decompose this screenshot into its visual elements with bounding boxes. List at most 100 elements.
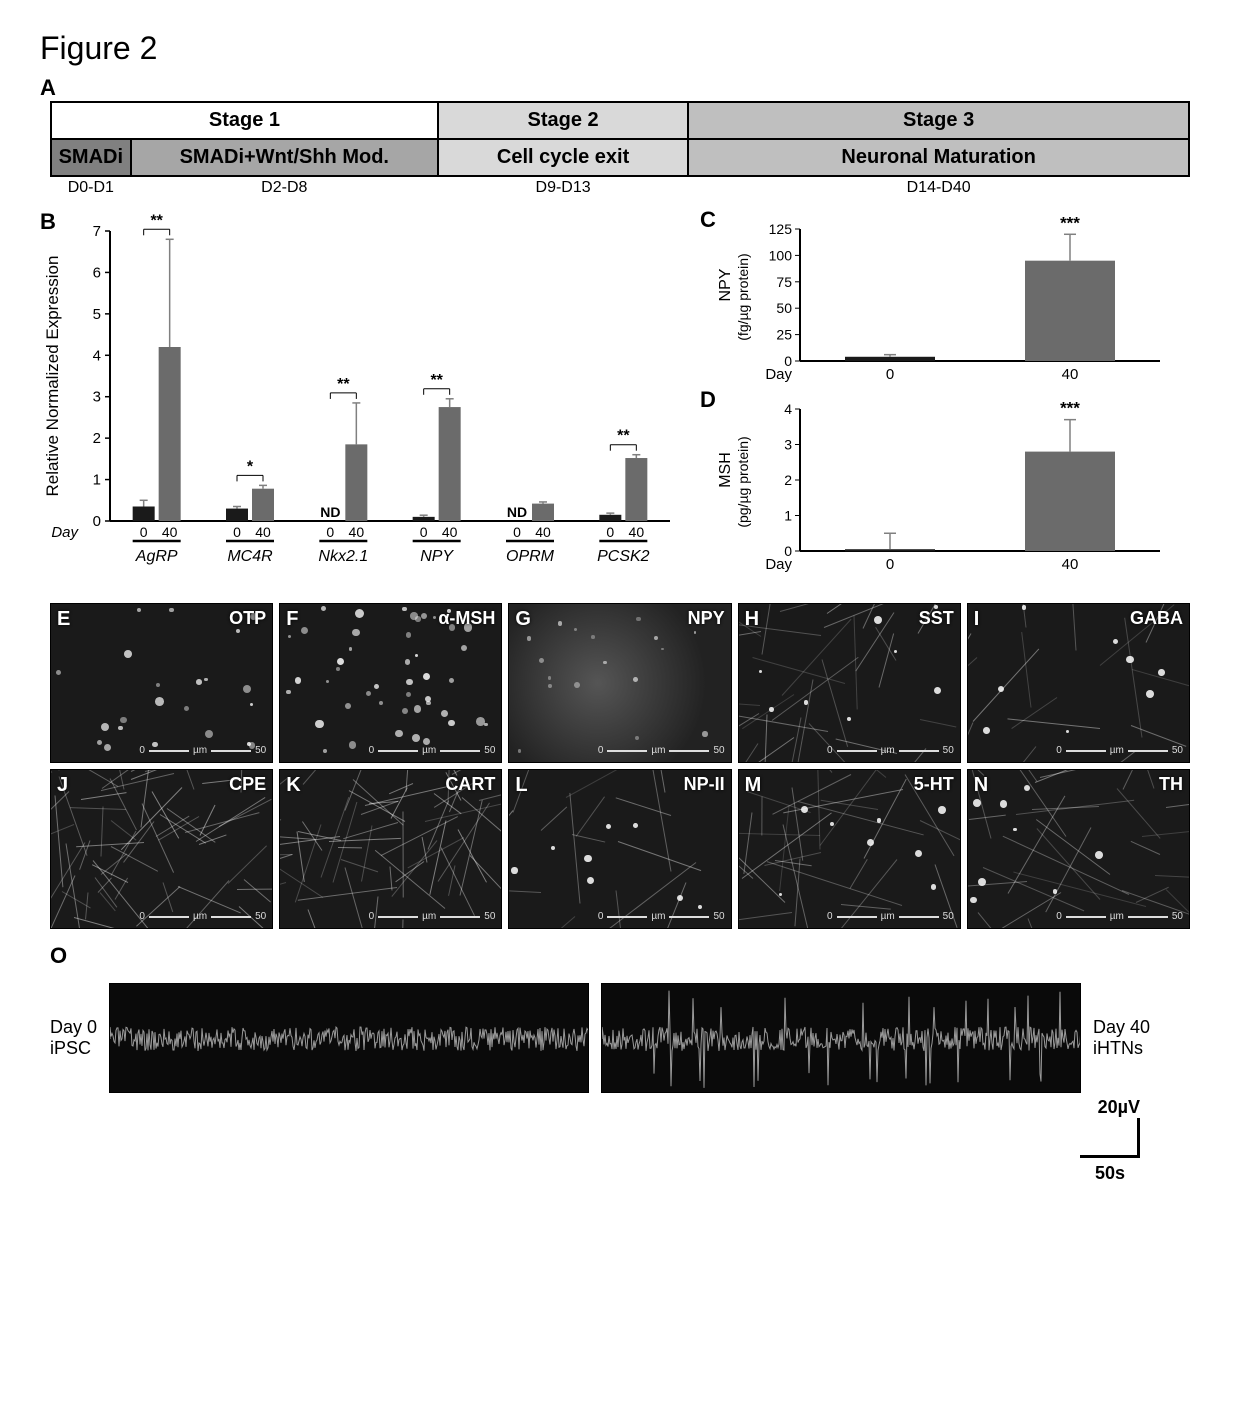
svg-text:C: C: [700, 211, 716, 232]
scalebar: 0µm50: [369, 911, 496, 922]
phase-cell: SMADi+Wnt/Shh Mod.: [131, 139, 438, 176]
svg-text:50: 50: [776, 300, 792, 316]
svg-text:1: 1: [93, 472, 101, 489]
micrograph-letter: I: [974, 608, 980, 631]
x-scale-label: 50s: [1080, 1163, 1140, 1184]
svg-text:4: 4: [93, 347, 101, 364]
micrograph-np-ii: L NP-II 0µm50: [508, 769, 731, 929]
micrograph-letter: N: [974, 774, 988, 797]
phase-cell: Cell cycle exit: [438, 139, 688, 176]
day-cell: D2-D8: [131, 176, 438, 203]
micrograph-label: NPY: [688, 608, 725, 629]
svg-text:*: *: [247, 458, 254, 475]
scalebar: 0µm50: [1056, 911, 1183, 922]
day-cell: D14-D40: [688, 176, 1189, 203]
svg-text:0: 0: [140, 524, 148, 540]
stage-cell: Stage 3: [688, 102, 1189, 139]
micrograph-α-msh: Fα-MSH0µm50: [279, 603, 502, 763]
svg-text:7: 7: [93, 223, 101, 240]
micrograph-label: NP-II: [684, 774, 725, 795]
svg-text:B: B: [40, 211, 56, 234]
svg-text:Day: Day: [765, 366, 792, 383]
micrograph-label: α-MSH: [438, 608, 495, 629]
scalebar: 0µm50: [598, 911, 725, 922]
svg-text:40: 40: [535, 524, 551, 540]
svg-text:75: 75: [776, 274, 792, 290]
phase-cell: SMADi: [51, 139, 131, 176]
svg-text:40: 40: [1062, 556, 1079, 573]
micrograph-letter: E: [57, 608, 70, 631]
svg-text:0: 0: [93, 513, 101, 530]
svg-text:NPY: NPY: [717, 268, 734, 301]
svg-text:PCSK2: PCSK2: [597, 548, 650, 565]
svg-text:0: 0: [513, 524, 521, 540]
svg-text:(fg/µg protein): (fg/µg protein): [735, 253, 751, 340]
svg-text:40: 40: [255, 524, 271, 540]
svg-text:3: 3: [93, 389, 101, 406]
svg-text:3: 3: [784, 437, 792, 453]
scalebar: 0µm50: [598, 745, 725, 756]
micrograph-label: CPE: [229, 774, 266, 795]
scalebar: 0µm50: [139, 911, 266, 922]
scalebar: 0µm50: [139, 745, 266, 756]
svg-text:0: 0: [606, 524, 614, 540]
svg-text:40: 40: [1062, 366, 1079, 383]
svg-text:5: 5: [93, 306, 101, 323]
scale-bar-icon: [1080, 1118, 1140, 1158]
micrograph-cpe: J CPE 0µm50: [50, 769, 273, 929]
micrograph-label: OTP: [229, 608, 266, 629]
svg-text:Relative Normalized Expression: Relative Normalized Expression: [43, 256, 62, 497]
svg-text:0: 0: [886, 556, 894, 573]
micrograph-letter: L: [515, 774, 527, 797]
figure-title: Figure 2: [40, 30, 1200, 67]
micrograph-label: CART: [445, 774, 495, 795]
svg-text:**: **: [337, 376, 350, 393]
trace-day40: [601, 983, 1081, 1093]
micrograph-label: GABA: [1130, 608, 1183, 629]
micrograph-label: TH: [1159, 774, 1183, 795]
micrograph-letter: J: [57, 774, 68, 797]
svg-text:6: 6: [93, 264, 101, 281]
day-cell: D9-D13: [438, 176, 688, 203]
svg-text:(pg/µg protein): (pg/µg protein): [735, 436, 751, 527]
svg-text:NPY: NPY: [420, 548, 454, 565]
micrograph-letter: G: [515, 608, 531, 631]
panel-b-chart: B 0 1 2 3 4 5 6 7 Relative Normalized Expression *…: [40, 211, 680, 591]
scalebar: 0µm50: [827, 911, 954, 922]
timeline-table: Stage 1Stage 2Stage 3 SMADiSMADi+Wnt/Shh…: [50, 101, 1190, 203]
svg-text:2: 2: [93, 430, 101, 447]
micrograph-cart: K CART 0µm50: [279, 769, 502, 929]
micrograph-otp: E OTP 0µm50: [50, 603, 273, 763]
stage-cell: Stage 1: [51, 102, 438, 139]
svg-text:0: 0: [420, 524, 428, 540]
svg-text:D: D: [700, 391, 716, 412]
micrograph-letter: H: [745, 608, 759, 631]
micrograph-th: N TH 0µm50: [967, 769, 1190, 929]
micrograph-label: SST: [919, 608, 954, 629]
svg-text:0: 0: [326, 524, 334, 540]
micrograph-label: 5-HT: [914, 774, 954, 795]
svg-text:40: 40: [162, 524, 178, 540]
svg-text:0: 0: [233, 524, 241, 540]
micrograph-grid: EOTP0µm50Fα-MSH0µm50GNPY0µm50HSST0µm50IG…: [50, 603, 1190, 929]
scalebar: 0µm50: [1056, 745, 1183, 756]
trace-day0: [109, 983, 589, 1093]
micrograph-letter: F: [286, 608, 298, 631]
svg-text:ND: ND: [320, 504, 340, 520]
svg-text:100: 100: [769, 247, 793, 263]
panel-o-letter: O: [50, 943, 67, 968]
micrograph-letter: M: [745, 774, 762, 797]
svg-text:25: 25: [776, 327, 792, 343]
phase-cell: Neuronal Maturation: [688, 139, 1189, 176]
y-scale-label: 20µV: [1080, 1097, 1140, 1118]
svg-text:Day: Day: [51, 524, 79, 541]
micrograph-letter: K: [286, 774, 300, 797]
micrograph-sst: HSST0µm50: [738, 603, 961, 763]
svg-text:40: 40: [349, 524, 365, 540]
svg-text:***: ***: [1060, 399, 1080, 418]
panel-d-chart: D01234MSH(pg/µg protein)040***Day: [700, 391, 1180, 581]
svg-text:4: 4: [784, 401, 792, 417]
svg-text:1: 1: [784, 508, 792, 524]
svg-text:OPRM: OPRM: [506, 548, 555, 565]
svg-text:Nkx2.1: Nkx2.1: [318, 548, 368, 565]
